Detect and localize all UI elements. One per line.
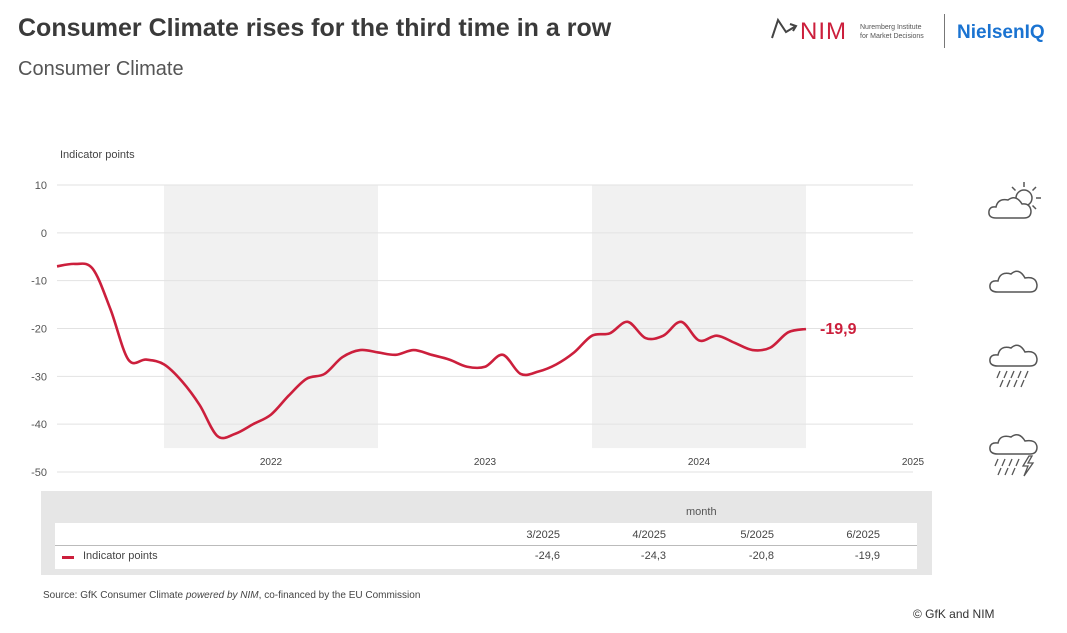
table-month-header: month [686, 506, 717, 518]
logo-divider [944, 14, 945, 48]
nim-subtitle-line1: Nuremberg Institute [860, 24, 922, 31]
table-column-header: 3/2025 [526, 529, 560, 541]
rain-cloud-icon [989, 344, 1038, 388]
source-prefix: Source: GfK Consumer Climate [43, 590, 186, 601]
year-band [164, 185, 378, 449]
logo-area: NIM Nuremberg Institute for Market Decis… [766, 12, 1066, 50]
table-divider [55, 545, 917, 546]
y-axis-title: Indicator points [60, 149, 135, 161]
y-tick-label: -50 [31, 467, 47, 479]
series-line [56, 262, 807, 440]
y-tick-label: -30 [31, 371, 47, 383]
table-cell: -24,3 [640, 550, 666, 562]
nim-logo-subtitle: Nuremberg Institute for Market Decisions [860, 23, 924, 41]
chart-area: 10 0 -10 -20 -30 -40 -50 Indicator points 2022 20… [0, 140, 940, 490]
table-cell: -19,9 [854, 550, 880, 562]
nim-logo-text: NIM [800, 18, 847, 45]
x-tick-label: 2024 [688, 457, 711, 468]
nim-subtitle-line2: for Market Decisions [860, 33, 924, 40]
source-note: Source: GfK Consumer Climate powered by … [43, 590, 420, 601]
page-subtitle: Consumer Climate [18, 58, 184, 80]
y-tick-label: -20 [31, 324, 47, 336]
table-row-label: Indicator points [83, 550, 158, 562]
thunderstorm-icon [989, 434, 1038, 477]
x-tick-label: 2022 [260, 457, 283, 468]
table-column-header: 4/2025 [632, 529, 666, 541]
y-tick-label: -10 [31, 276, 47, 288]
end-value-label: -19,9 [820, 321, 857, 338]
source-suffix: , co-financed by the EU Commission [258, 590, 421, 601]
sun-behind-cloud-icon [988, 182, 1041, 219]
x-tick-label: 2025 [902, 457, 925, 468]
table-body [55, 523, 917, 569]
y-tick-label: 0 [41, 228, 47, 240]
year-band [592, 185, 806, 449]
legend-swatch [62, 556, 74, 559]
data-table: month 3/2025 4/2025 5/2025 6/2025 Indica… [41, 491, 932, 575]
copyright: © GfK and NIM [913, 607, 995, 621]
table-column-header: 6/2025 [846, 529, 880, 541]
y-tick-label: 10 [35, 180, 47, 192]
page-title: Consumer Climate rises for the third tim… [18, 14, 612, 42]
source-italic: powered by NIM [185, 590, 259, 601]
y-tick-label: -40 [31, 419, 47, 431]
table-cell: -20,8 [748, 550, 774, 562]
table-cell: -24,6 [534, 550, 560, 562]
table-column-header: 5/2025 [740, 529, 774, 541]
consumer-climate-chart: 10 0 -10 -20 -30 -40 -50 Indicator points 2022 20… [31, 149, 925, 479]
x-tick-label: 2023 [474, 457, 497, 468]
nielseniq-logo: NielsenIQ [957, 22, 1045, 43]
cloud-icon [989, 270, 1038, 293]
nim-arrow-icon [771, 17, 798, 39]
